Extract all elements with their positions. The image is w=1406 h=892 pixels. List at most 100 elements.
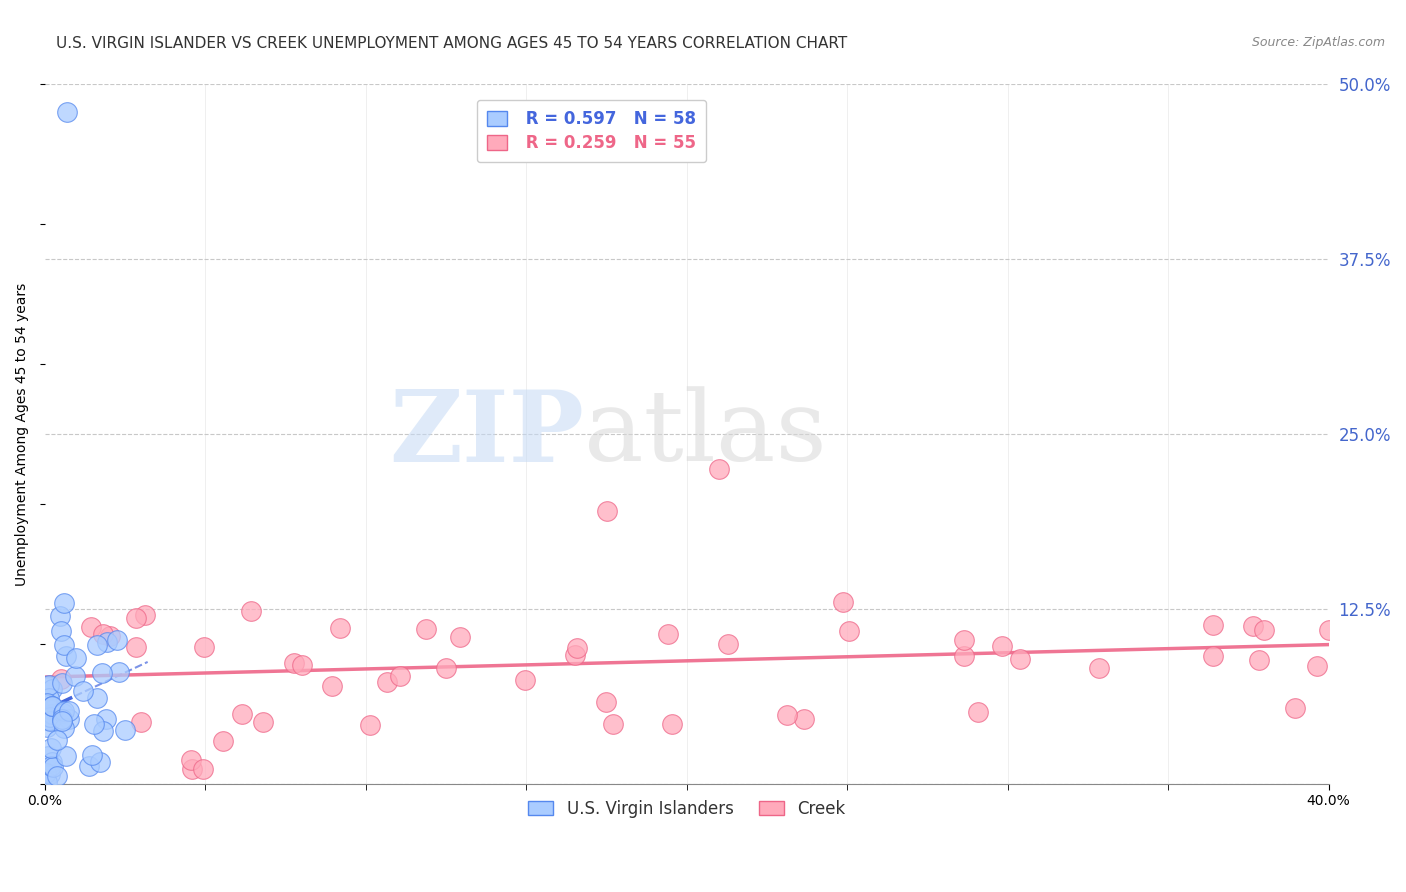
Point bbox=[37, 749, 59, 764]
Point bbox=[565, 640, 588, 655]
Point bbox=[793, 712, 815, 726]
Point bbox=[129, 715, 152, 730]
Point bbox=[107, 665, 129, 679]
Point bbox=[38, 767, 60, 781]
Point bbox=[776, 707, 799, 722]
Point bbox=[41, 698, 63, 713]
Point bbox=[98, 629, 121, 643]
Point bbox=[125, 640, 148, 655]
Point bbox=[38, 691, 60, 706]
Point bbox=[51, 714, 73, 729]
Point bbox=[39, 714, 62, 729]
Point bbox=[55, 648, 77, 663]
Point bbox=[94, 712, 117, 726]
Text: ZIP: ZIP bbox=[389, 385, 583, 483]
Point bbox=[53, 722, 76, 736]
Point bbox=[1202, 618, 1225, 632]
Legend: U.S. Virgin Islanders, Creek: U.S. Virgin Islanders, Creek bbox=[522, 793, 852, 824]
Point bbox=[180, 762, 202, 776]
Text: atlas: atlas bbox=[583, 386, 827, 482]
Point bbox=[832, 595, 855, 609]
Point bbox=[53, 596, 76, 610]
Point bbox=[58, 704, 80, 718]
Point bbox=[707, 462, 730, 476]
Point bbox=[990, 639, 1012, 653]
Point bbox=[114, 723, 136, 737]
Point bbox=[1346, 632, 1368, 647]
Text: Source: ZipAtlas.com: Source: ZipAtlas.com bbox=[1251, 36, 1385, 49]
Point bbox=[134, 608, 156, 623]
Point bbox=[193, 640, 215, 654]
Point bbox=[359, 717, 381, 731]
Point bbox=[240, 604, 263, 618]
Point bbox=[53, 638, 76, 652]
Point bbox=[180, 753, 202, 767]
Point bbox=[89, 755, 111, 769]
Point bbox=[415, 622, 437, 636]
Point bbox=[38, 678, 60, 692]
Point bbox=[80, 620, 103, 634]
Point bbox=[83, 717, 105, 731]
Point bbox=[72, 684, 94, 698]
Point bbox=[564, 648, 586, 662]
Point bbox=[91, 665, 114, 680]
Point bbox=[283, 656, 305, 670]
Point bbox=[375, 675, 398, 690]
Point bbox=[41, 700, 63, 714]
Point bbox=[717, 637, 740, 651]
Point bbox=[55, 749, 77, 764]
Point bbox=[515, 673, 537, 687]
Point bbox=[1010, 652, 1032, 666]
Point bbox=[1317, 623, 1340, 637]
Point bbox=[91, 723, 114, 738]
Y-axis label: Unemployment Among Ages 45 to 54 years: Unemployment Among Ages 45 to 54 years bbox=[15, 283, 30, 586]
Point bbox=[38, 706, 60, 721]
Point bbox=[51, 673, 73, 687]
Point bbox=[42, 759, 65, 773]
Text: U.S. VIRGIN ISLANDER VS CREEK UNEMPLOYMENT AMONG AGES 45 TO 54 YEARS CORRELATION: U.S. VIRGIN ISLANDER VS CREEK UNEMPLOYME… bbox=[56, 36, 848, 51]
Point bbox=[41, 706, 63, 721]
Point bbox=[39, 759, 62, 773]
Point bbox=[657, 627, 679, 641]
Point bbox=[37, 720, 59, 734]
Point bbox=[38, 713, 60, 727]
Point bbox=[46, 733, 69, 747]
Point bbox=[953, 648, 976, 663]
Point bbox=[65, 651, 87, 665]
Point bbox=[212, 733, 235, 747]
Point bbox=[39, 702, 62, 716]
Point bbox=[125, 611, 148, 625]
Point bbox=[838, 624, 860, 638]
Point bbox=[35, 696, 58, 710]
Point bbox=[91, 627, 114, 641]
Point bbox=[1088, 661, 1111, 675]
Point bbox=[96, 634, 118, 648]
Point bbox=[51, 676, 73, 690]
Point bbox=[329, 621, 352, 635]
Point bbox=[37, 679, 59, 693]
Point bbox=[77, 759, 100, 773]
Point bbox=[602, 717, 624, 731]
Point bbox=[39, 741, 62, 756]
Point bbox=[39, 710, 62, 724]
Point bbox=[595, 695, 617, 709]
Point bbox=[595, 504, 617, 518]
Point bbox=[191, 762, 214, 776]
Point bbox=[58, 712, 80, 726]
Point bbox=[63, 669, 86, 683]
Point bbox=[41, 699, 63, 714]
Point bbox=[41, 755, 63, 769]
Point bbox=[1306, 659, 1329, 673]
Point bbox=[41, 711, 63, 725]
Point bbox=[44, 701, 66, 715]
Point bbox=[291, 657, 314, 672]
Point bbox=[388, 669, 411, 683]
Point bbox=[1253, 623, 1275, 637]
Point bbox=[661, 716, 683, 731]
Point bbox=[231, 706, 253, 721]
Point bbox=[953, 632, 976, 647]
Point bbox=[52, 706, 75, 720]
Point bbox=[41, 682, 63, 697]
Point bbox=[45, 769, 67, 783]
Point bbox=[449, 631, 471, 645]
